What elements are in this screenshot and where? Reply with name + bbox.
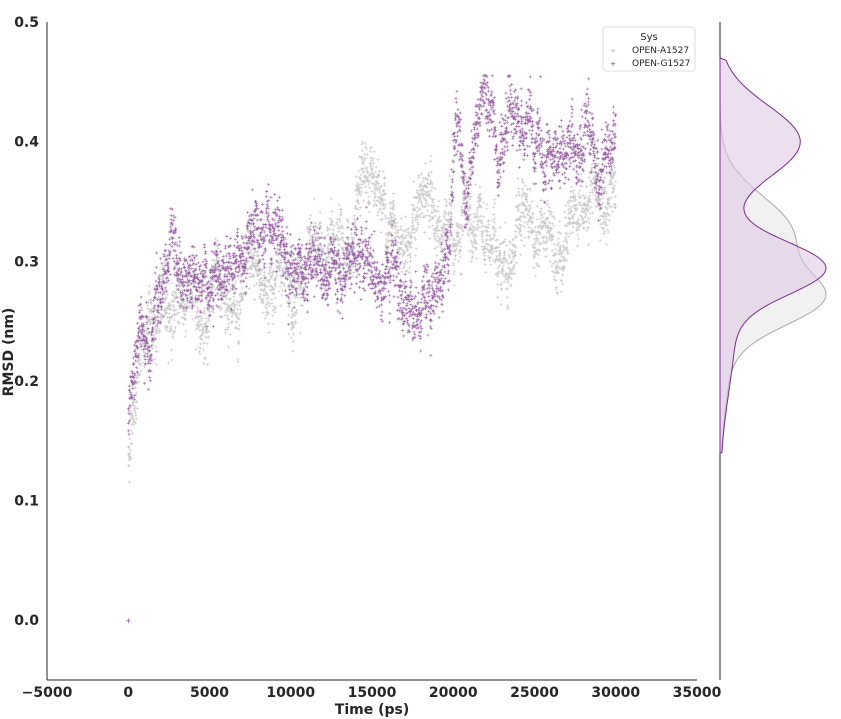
x-tick-label: 30000 bbox=[591, 685, 640, 701]
x-tick-label: 15000 bbox=[348, 685, 397, 701]
initial-point: + bbox=[125, 617, 131, 625]
legend-label-series-1: OPEN-A1527 bbox=[632, 46, 689, 56]
scatter-points-layer: + bbox=[125, 74, 618, 625]
marginal-kde-series-2 bbox=[719, 57, 827, 454]
marginal-kde-panel bbox=[719, 22, 827, 680]
legend-title: Sys bbox=[640, 32, 657, 43]
legend-marker-series-1: + bbox=[610, 47, 616, 55]
x-tick-label: 5000 bbox=[190, 685, 229, 701]
x-tick-label: 35000 bbox=[673, 685, 722, 701]
y-tick-label: 0.1 bbox=[14, 494, 39, 510]
y-tick-label: 0.5 bbox=[14, 15, 39, 31]
x-tick-label: 0 bbox=[123, 685, 133, 701]
legend-box bbox=[602, 26, 696, 72]
series-2-points bbox=[126, 74, 618, 436]
y-axis-ticks: 0.0 0.1 0.2 0.3 0.4 0.5 bbox=[14, 15, 39, 629]
legend: Sys + OPEN-A1527 + OPEN-G1527 bbox=[602, 26, 696, 72]
y-tick-label: 0.2 bbox=[14, 374, 39, 390]
series-2-markers bbox=[126, 74, 618, 436]
y-tick-label: 0.3 bbox=[14, 254, 39, 270]
legend-marker-series-2: + bbox=[610, 60, 616, 68]
main-axes bbox=[46, 22, 697, 681]
x-axis-title: Time (ps) bbox=[335, 702, 409, 718]
x-axis-ticks: −5000 0 5000 10000 15000 20000 25000 30000 35000 bbox=[22, 685, 722, 701]
y-tick-label: 0.0 bbox=[14, 613, 39, 629]
y-tick-label: 0.4 bbox=[14, 135, 39, 151]
x-tick-label: 10000 bbox=[266, 685, 315, 701]
x-tick-label: −5000 bbox=[22, 685, 73, 701]
x-tick-label: 20000 bbox=[429, 685, 478, 701]
legend-label-series-2: OPEN-G1527 bbox=[632, 59, 690, 69]
x-tick-label: 25000 bbox=[510, 685, 559, 701]
y-axis-title: RMSD (nm) bbox=[1, 308, 17, 397]
